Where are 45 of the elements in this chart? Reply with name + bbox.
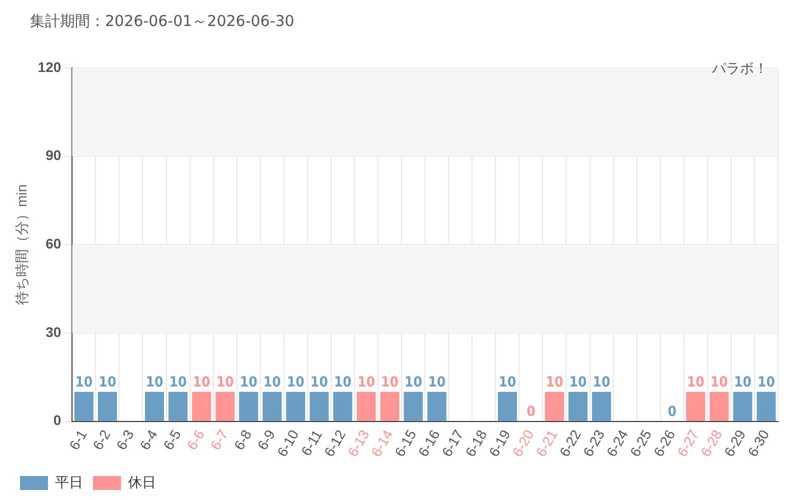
x-tick-label: 6-2 xyxy=(89,426,114,452)
data-label: 10 xyxy=(98,374,116,391)
data-label: 10 xyxy=(286,374,305,391)
y-tick-label: 90 xyxy=(46,147,62,164)
data-label: 10 xyxy=(757,374,776,391)
chart-subtitle: パラボ！ xyxy=(712,60,768,78)
data-label: 10 xyxy=(686,374,705,391)
data-label: 10 xyxy=(146,374,164,391)
legend-label: 平日 xyxy=(55,474,83,490)
y-axis-title: 待ち時間（分）min xyxy=(13,184,30,305)
data-label: 10 xyxy=(404,374,422,391)
data-label: 10 xyxy=(546,374,564,391)
x-tick-label: 6-8 xyxy=(230,426,255,452)
x-tick-label: 6-6 xyxy=(184,426,208,452)
data-label: 10 xyxy=(734,374,752,391)
y-tick-label: 0 xyxy=(53,412,62,428)
data-label: 10 xyxy=(263,374,282,391)
data-label: 10 xyxy=(169,374,188,391)
x-tick-label: 6-9 xyxy=(254,426,278,452)
data-label: 10 xyxy=(334,374,352,391)
x-tick-label: 6-4 xyxy=(136,426,161,452)
y-tick-label: 60 xyxy=(46,236,62,252)
data-label: 10 xyxy=(498,374,516,391)
y-tick-label: 30 xyxy=(46,324,62,340)
data-label: 10 xyxy=(592,374,611,391)
data-label: 10 xyxy=(381,374,399,391)
y-tick-label: 120 xyxy=(38,58,62,75)
data-label: 10 xyxy=(216,374,234,391)
data-label: 0 xyxy=(668,404,677,420)
x-tick-label: 6-3 xyxy=(112,426,138,452)
data-label: 10 xyxy=(428,374,446,391)
x-tick-label: 6-5 xyxy=(160,426,184,452)
data-label: 10 xyxy=(240,374,258,391)
data-label: 10 xyxy=(710,374,728,391)
x-tick-label: 6-1 xyxy=(66,426,90,452)
data-label: 10 xyxy=(569,374,588,391)
data-label: 10 xyxy=(357,374,376,391)
x-tick-label: 6-11 xyxy=(298,426,326,458)
x-tick-label: 6-7 xyxy=(207,426,232,452)
data-label: 0 xyxy=(526,404,536,420)
data-label: 10 xyxy=(75,374,93,391)
chart-title: 集計期間：2026-06-01～2026-06-30 xyxy=(30,12,294,31)
legend-label: 休日 xyxy=(128,474,156,490)
data-label: 10 xyxy=(192,374,211,391)
data-label: 10 xyxy=(310,374,328,391)
